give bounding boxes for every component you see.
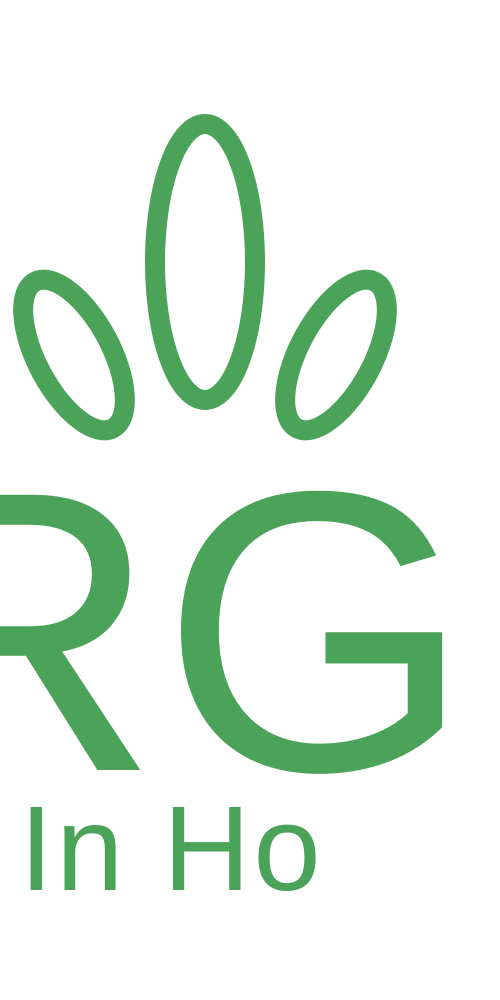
brand-wordmark: RGR <box>0 408 500 855</box>
leaf-right-icon <box>275 269 397 441</box>
leaf-left-icon <box>13 269 135 441</box>
leaf-center-icon <box>145 114 265 410</box>
brand-tagline: ado In Ho <box>0 780 324 916</box>
leaf-sprout-icon <box>13 114 397 441</box>
